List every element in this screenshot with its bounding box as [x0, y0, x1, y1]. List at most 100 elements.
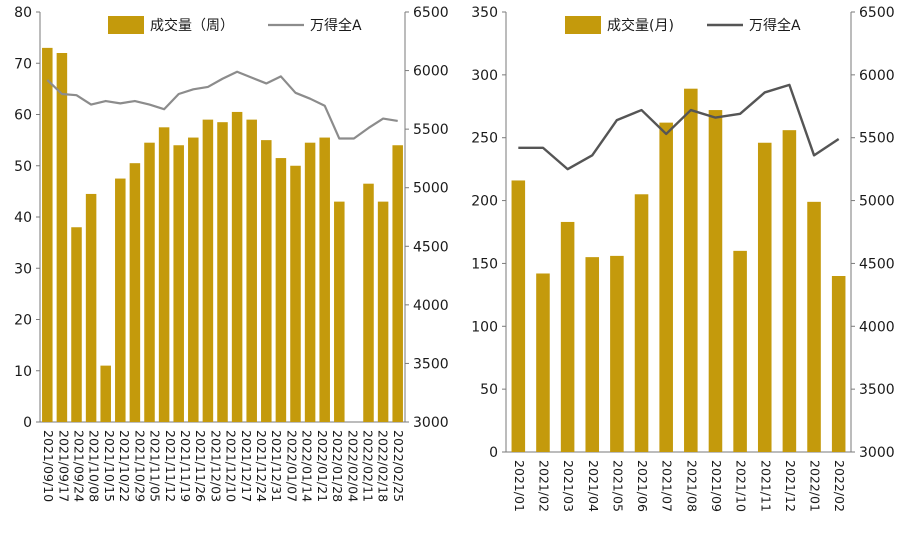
volume-bar	[334, 201, 345, 422]
x-tick-label: 2021/06	[635, 460, 650, 512]
y-left-tick-label: 0	[23, 415, 32, 431]
volume-bar	[585, 257, 600, 452]
y-left-tick-label: 100	[471, 319, 498, 335]
legend-line-label: 万得全A	[310, 17, 362, 34]
x-tick-label: 2021/10/29	[132, 430, 147, 502]
volume-bar	[100, 365, 111, 422]
volume-bar	[304, 142, 316, 422]
legend-bar-swatch	[565, 16, 601, 34]
volume-bar	[363, 183, 374, 422]
x-tick-label: 2021/11	[758, 460, 773, 512]
x-tick-label: 2021/03	[561, 460, 576, 512]
monthly-volume-chart: 0 50 100 150 200 250 300 350 3000 3500 4000 4500 500…	[471, 5, 895, 512]
x-tick-label: 2022/01/28	[330, 430, 345, 502]
y-left-tick-label: 80	[14, 5, 32, 21]
x-tick-label: 2021/09/24	[72, 430, 87, 502]
x-tick-label: 2022/01/21	[315, 430, 330, 502]
wind-index-line	[518, 83, 840, 171]
x-tick-label: 2021/12/03	[208, 430, 223, 502]
x-tick-label: 2021/09/17	[56, 430, 71, 502]
volume-bar	[56, 53, 68, 422]
y-right-tick-label: 5500	[859, 131, 895, 147]
volume-bar	[319, 137, 330, 422]
x-tick-label: 2021/02	[536, 460, 551, 512]
y-left-tick-label: 10	[14, 364, 32, 380]
volume-bar	[659, 122, 673, 452]
volume-bar	[708, 110, 723, 453]
volume-bar	[71, 227, 82, 422]
volume-bar	[275, 158, 287, 422]
volume-bar	[782, 130, 797, 452]
y-right-tick-label: 5500	[413, 122, 449, 138]
volume-bar	[377, 201, 389, 422]
volume-bar	[536, 273, 550, 452]
x-tick-label: 2021/09/10	[41, 430, 56, 502]
volume-bar	[807, 201, 821, 452]
volume-bar	[202, 119, 214, 422]
volume-bar	[610, 255, 624, 452]
legend-line-label: 万得全A	[749, 17, 801, 34]
volume-bar	[158, 127, 170, 422]
y-right-tick-label: 4000	[413, 298, 449, 314]
x-tick-label: 2021/10/22	[117, 430, 132, 502]
x-tick-label: 2021/10	[734, 460, 749, 512]
x-tick-label: 2022/02/04	[345, 430, 360, 502]
y-right-tick-label: 4000	[859, 319, 895, 335]
y-right-tick-label: 4500	[859, 256, 895, 272]
x-tick-label: 2021/08	[684, 460, 699, 512]
x-tick-label: 2021/04	[586, 460, 601, 512]
volume-bar	[246, 119, 257, 422]
legend-bar-swatch	[108, 16, 144, 34]
volume-bar	[129, 163, 141, 422]
y-right-tick-label: 5000	[859, 194, 895, 210]
chart-weekly-panel: 0 10 20 30 40 50 60 70 80 3000 3500 4000 4500 5000 550…	[14, 5, 449, 502]
y-right-tick-label: 3000	[413, 415, 449, 431]
y-left-tick-label: 30	[14, 261, 32, 277]
x-tick-label: 2021/05	[610, 460, 625, 512]
volume-bar	[733, 250, 747, 452]
x-tick-label: 2021/10/15	[102, 430, 117, 502]
y-left-tick-label: 50	[14, 159, 32, 175]
volume-bar	[290, 165, 301, 422]
x-tick-label: 2021/11/05	[148, 430, 163, 502]
wind-index-line	[46, 70, 398, 140]
volume-bar	[392, 145, 403, 422]
y-right-tick-label: 3500	[859, 382, 895, 398]
y-left-tick-label: 50	[480, 382, 498, 398]
x-tick-label: 2021/12/10	[224, 430, 239, 502]
x-tick-label: 2022/02	[832, 460, 847, 512]
y-left-tick-label: 70	[14, 56, 32, 72]
y-right-tick-label: 5000	[413, 181, 449, 197]
x-tick-label: 2021/11/19	[178, 430, 193, 502]
volume-bar	[757, 142, 772, 452]
x-tick-label: 2021/09	[709, 460, 724, 512]
x-tick-label: 2022/01	[808, 460, 823, 512]
y-left-tick-label: 20	[14, 313, 32, 329]
x-tick-label: 2022/02/18	[376, 430, 391, 502]
x-tick-label: 2021/07	[660, 460, 675, 512]
volume-bar	[217, 122, 228, 422]
volume-bar	[42, 47, 53, 422]
x-tick-label: 2021/01	[512, 460, 527, 512]
volume-bar	[261, 140, 272, 422]
volume-bar	[85, 193, 97, 422]
x-tick-label: 2022/01/14	[300, 430, 315, 502]
y-left-tick-label: 40	[14, 210, 32, 226]
y-left-tick-label: 350	[471, 5, 498, 21]
x-tick-label: 2022/02/25	[391, 430, 406, 502]
y-right-tick-label: 6000	[859, 68, 895, 84]
volume-bar	[684, 88, 698, 452]
y-right-tick-label: 6000	[413, 64, 449, 80]
y-right-tick-label: 3000	[859, 445, 895, 461]
volume-bar	[115, 178, 126, 422]
y-left-tick-label: 250	[471, 131, 498, 147]
x-tick-label: 2021/12/17	[239, 430, 254, 502]
volume-bar	[173, 145, 184, 422]
x-tick-label: 2022/02/11	[360, 430, 375, 502]
x-tick-label: 2021/12/24	[254, 430, 269, 502]
y-left-tick-label: 60	[14, 108, 32, 124]
volume-bar	[231, 111, 243, 422]
weekly-volume-chart: 0 10 20 30 40 50 60 70 80 3000 3500 4000 4500 5000 550…	[14, 5, 449, 502]
y-right-tick-label: 6500	[413, 5, 449, 21]
legend-bar-label: 成交量(月)	[607, 17, 674, 34]
